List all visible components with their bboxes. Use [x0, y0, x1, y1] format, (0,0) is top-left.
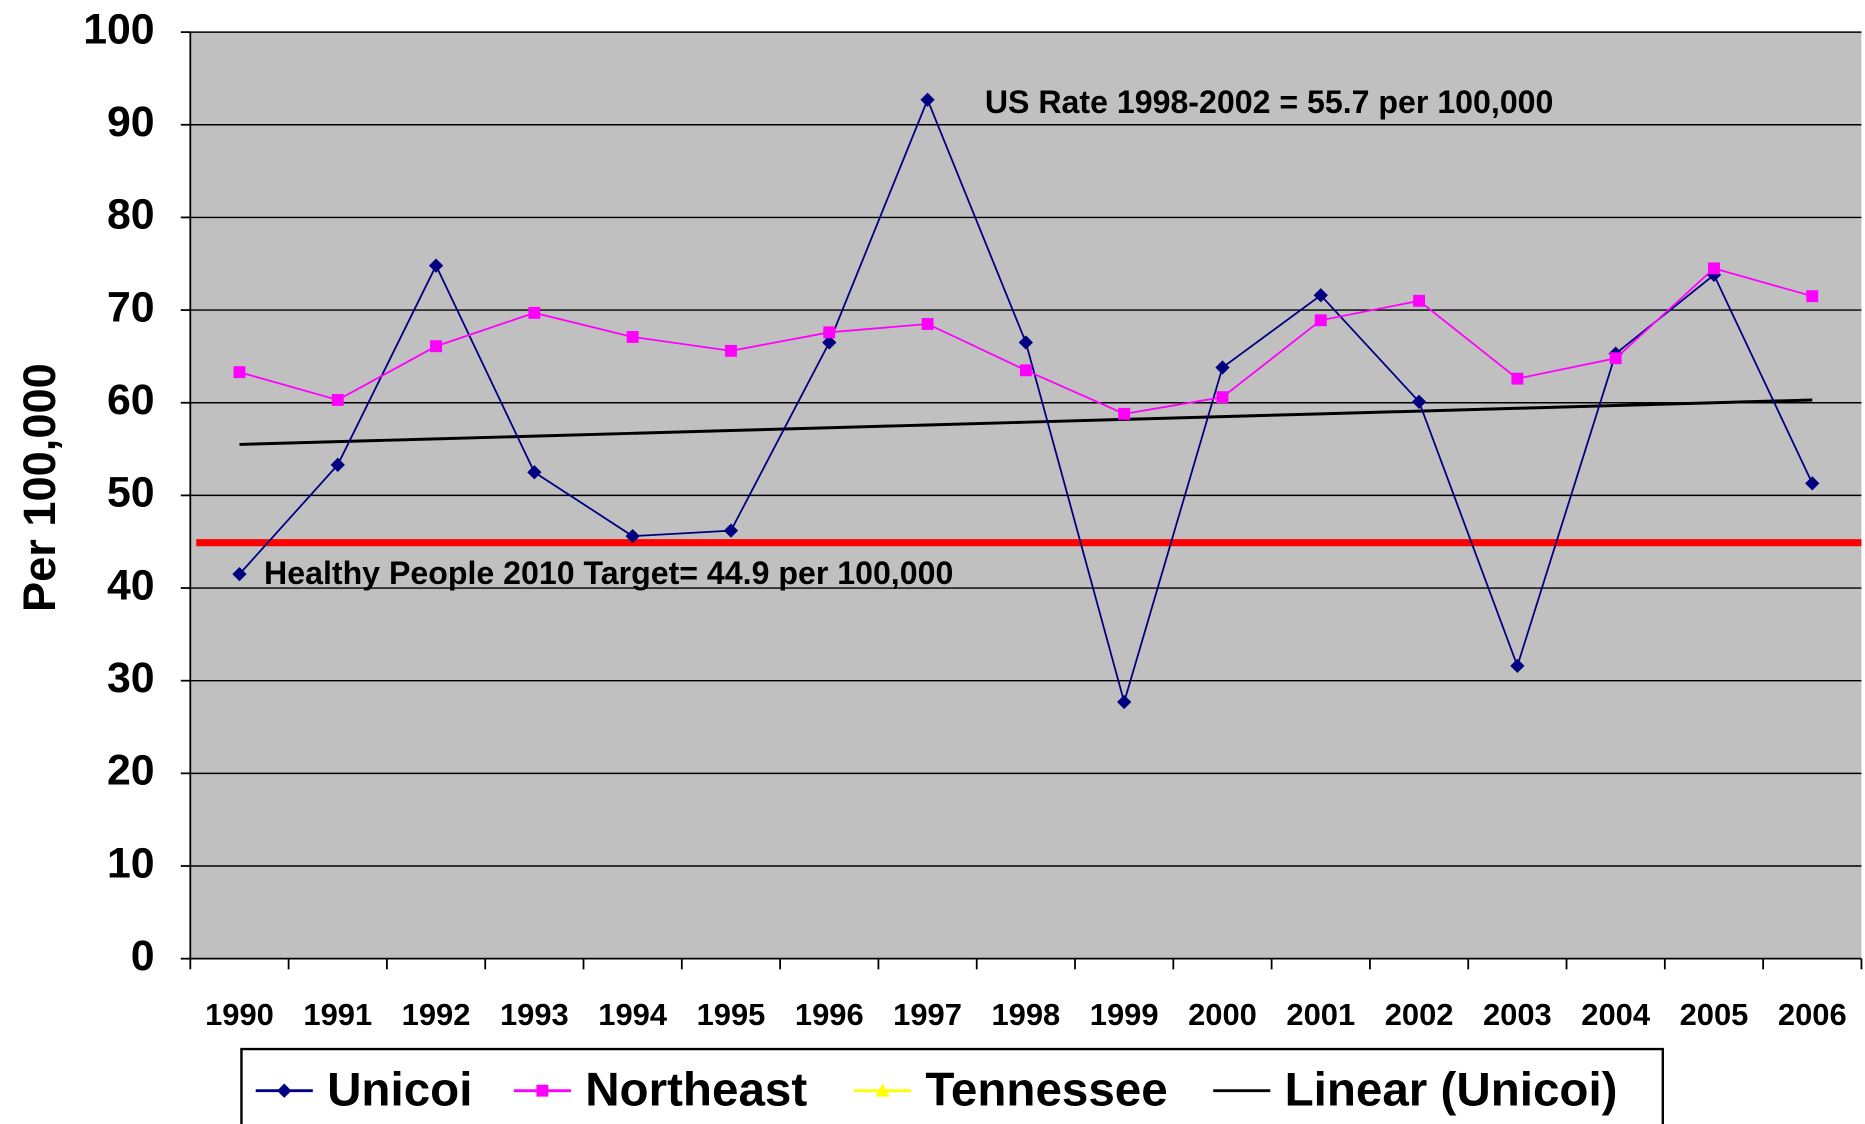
data-point	[233, 366, 246, 379]
legend-marker	[277, 1083, 292, 1098]
x-tick-label: 1990	[205, 997, 274, 1032]
data-point	[1118, 407, 1131, 420]
x-tick-label: 1997	[893, 997, 962, 1032]
legend-label: Linear (Unicoi)	[1285, 1064, 1618, 1117]
x-tick-label: 1993	[500, 997, 569, 1032]
data-point	[920, 92, 935, 107]
data-point	[1708, 262, 1720, 275]
data-point	[1314, 314, 1327, 327]
y-tick-label: 20	[107, 747, 155, 795]
x-tick-label: 1994	[598, 997, 668, 1032]
data-point	[823, 326, 836, 339]
data-point	[625, 529, 640, 544]
data-point	[725, 344, 737, 357]
x-tick-label: 1996	[795, 997, 864, 1032]
legend-label: Tennessee	[925, 1064, 1167, 1117]
data-point	[527, 465, 542, 480]
x-tick-label: 2005	[1680, 997, 1749, 1032]
legend-marker	[875, 1083, 890, 1097]
data-point	[723, 523, 739, 538]
y-axis-label: Per 100,000	[14, 363, 65, 612]
data-point	[232, 567, 247, 582]
x-tick-label: 2006	[1778, 997, 1847, 1032]
legend-label: Northeast	[585, 1064, 807, 1117]
x-tick-label: 1999	[1090, 997, 1159, 1032]
data-point	[1511, 372, 1524, 385]
data-point	[1609, 352, 1622, 365]
data-point	[430, 340, 443, 353]
y-tick-label: 0	[131, 932, 155, 980]
data-point	[921, 318, 934, 330]
data-point	[1313, 288, 1328, 303]
data-point	[330, 457, 345, 472]
y-tick-label: 50	[107, 469, 155, 517]
x-tick-label: 1995	[697, 997, 766, 1032]
data-point	[1413, 294, 1426, 307]
data-point	[1019, 364, 1032, 377]
x-tick-label: 2000	[1188, 997, 1257, 1032]
data-point	[626, 331, 639, 343]
data-point	[1018, 335, 1034, 350]
data-point	[1510, 658, 1525, 674]
data-point	[1117, 694, 1132, 710]
annotation: US Rate 1998-2002 = 55.7 per 100,000	[985, 84, 1554, 120]
legend-box	[240, 1047, 1664, 1124]
y-tick-label: 80	[107, 191, 155, 239]
x-tick-label: 2004	[1581, 997, 1651, 1032]
data-point	[1216, 391, 1229, 404]
x-tick-label: 2002	[1385, 997, 1454, 1032]
reference-label: Healthy People 2010 Target= 44.9 per 100…	[264, 555, 953, 591]
x-tick-label: 2003	[1483, 997, 1552, 1032]
y-tick-label: 30	[107, 654, 155, 702]
y-tick-label: 100	[83, 5, 154, 53]
y-tick-label: 10	[107, 839, 155, 887]
legend-label: Unicoi	[327, 1064, 472, 1117]
series-line	[239, 398, 1813, 446]
data-point	[428, 258, 444, 273]
x-tick-label: 2001	[1286, 997, 1355, 1032]
data-point	[331, 394, 344, 406]
data-point	[1806, 290, 1819, 303]
y-tick-label: 40	[107, 561, 155, 609]
y-tick-label: 60	[107, 376, 155, 424]
y-tick-label: 70	[107, 283, 155, 331]
legend-marker	[536, 1084, 549, 1097]
data-point	[1411, 394, 1427, 409]
y-tick-label: 90	[107, 98, 155, 146]
data-point	[822, 335, 837, 350]
x-tick-label: 1998	[991, 997, 1060, 1032]
x-tick-label: 1991	[303, 997, 372, 1032]
data-point	[1805, 476, 1820, 491]
data-point	[528, 306, 541, 319]
x-tick-label: 1992	[402, 997, 471, 1032]
data-point	[1215, 360, 1230, 375]
